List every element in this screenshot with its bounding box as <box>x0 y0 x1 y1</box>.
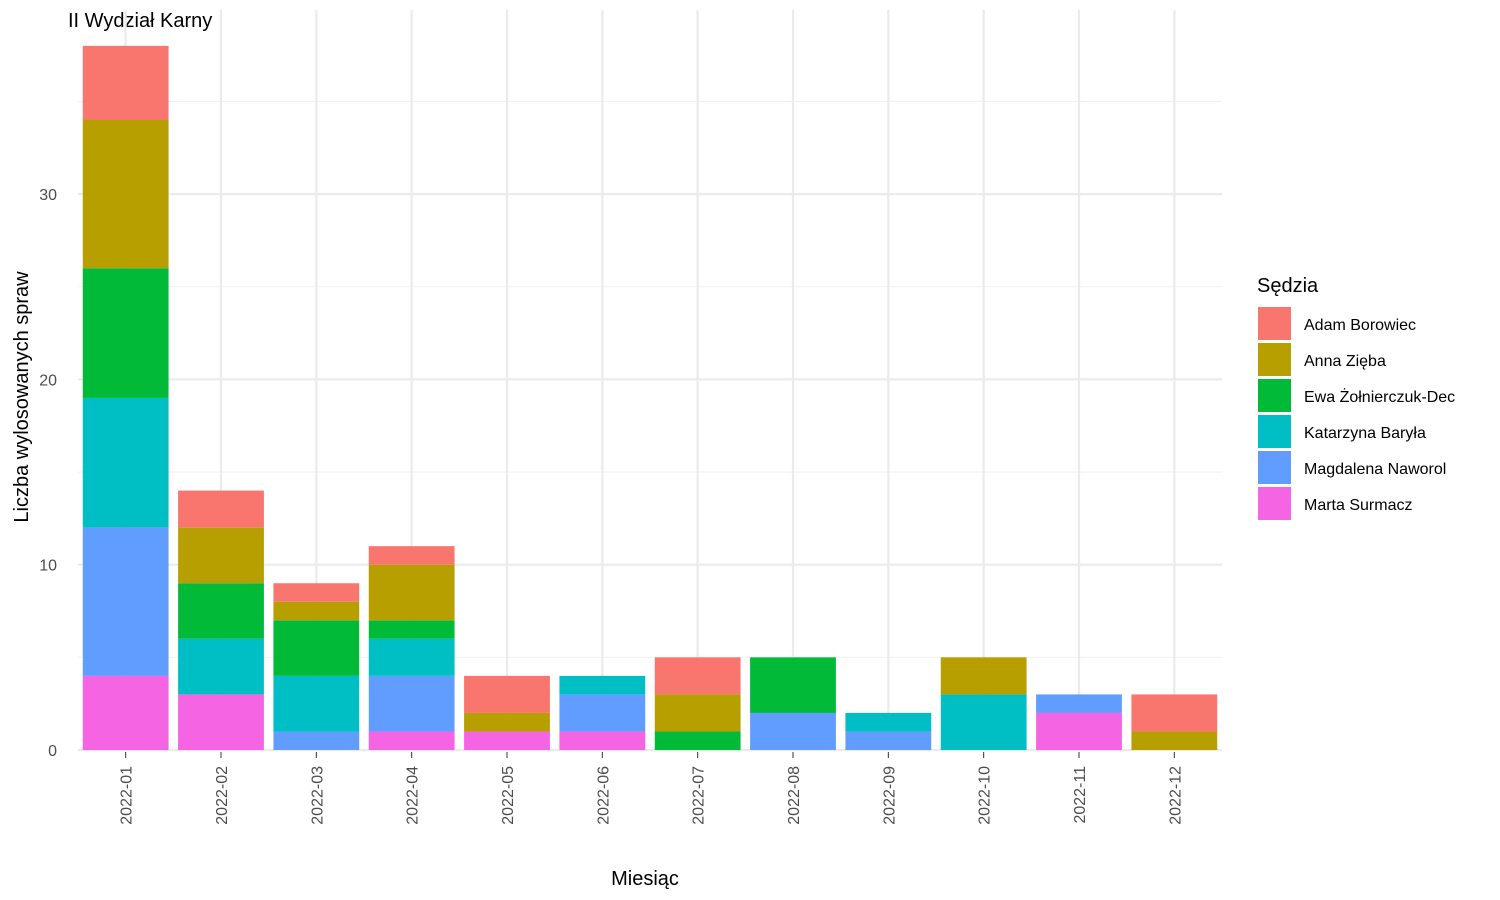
bar-segment <box>368 546 455 565</box>
bar-segment <box>1131 694 1218 732</box>
x-tick-label: 2022-07 <box>691 766 708 825</box>
legend-label: Marta Surmacz <box>1304 497 1412 514</box>
bar-segment <box>178 527 264 584</box>
bar-segment <box>178 638 264 695</box>
bar-segment <box>82 119 169 269</box>
bar-segment <box>368 564 455 621</box>
legend-label: Magdalena Naworol <box>1304 461 1446 478</box>
x-axis-title: Miesiąc <box>611 868 679 890</box>
x-tick-label: 2022-12 <box>1167 766 1184 825</box>
chart-title: II Wydział Karny <box>68 10 212 32</box>
bar-segment <box>178 490 264 528</box>
y-axis-ticks: 0 10 20 30 <box>39 187 57 760</box>
bar-segment <box>750 657 836 713</box>
bar-segment <box>559 731 646 750</box>
legend-label: Anna Zięba <box>1304 353 1386 370</box>
bar-segment <box>178 694 264 750</box>
x-tick-label: 2022-11 <box>1072 766 1089 824</box>
bar-segment <box>1036 712 1122 750</box>
x-tick-label: 2022-01 <box>119 766 136 825</box>
x-tick-label: 2022-06 <box>595 766 612 825</box>
bar-segment <box>1131 731 1218 750</box>
bar-segment <box>940 657 1027 695</box>
bar-segment <box>273 601 360 621</box>
bar-segment <box>845 712 932 732</box>
bar-segment <box>464 712 550 732</box>
bar-segment <box>273 583 360 602</box>
legend-title: Sędzia <box>1257 275 1319 297</box>
legend: Sędzia Adam Borowiec Anna Zięba Ewa Żołnie… <box>1257 275 1455 520</box>
x-axis-ticks: 2022-01 2022-02 2022-03 2022-04 2022-05 2022-… <box>119 752 1184 825</box>
legend-swatch <box>1258 415 1291 448</box>
x-tick-label: 2022-03 <box>309 766 326 825</box>
y-tick-label: 20 <box>39 372 57 389</box>
y-tick-label: 10 <box>39 558 57 575</box>
legend-label: Adam Borowiec <box>1304 317 1416 334</box>
bar-segment <box>273 675 360 732</box>
x-tick-label: 2022-09 <box>881 766 898 825</box>
x-tick-label: 2022-10 <box>977 766 994 825</box>
bar-segment <box>750 712 836 750</box>
bar-segment <box>82 675 169 750</box>
bar-segment <box>845 731 932 750</box>
bar-segment <box>82 527 169 676</box>
bar-segment <box>273 620 360 676</box>
bar-segment <box>654 657 741 695</box>
bar-segment <box>82 45 169 120</box>
grid <box>78 10 1222 752</box>
legend-label: Katarzyna Baryła <box>1304 425 1426 442</box>
legend-swatch <box>1258 307 1291 340</box>
y-axis-title: Liczba wylosowanych spraw <box>11 271 33 523</box>
bar-segment <box>368 638 455 676</box>
legend-swatch <box>1258 487 1291 520</box>
bar-segment <box>464 731 550 750</box>
bar-segment <box>559 694 646 732</box>
y-tick-label: 30 <box>39 187 57 204</box>
bar-segment <box>368 731 455 750</box>
bar-segment <box>464 675 550 713</box>
bars <box>82 45 1218 750</box>
bar-segment <box>82 268 169 398</box>
bar-segment <box>178 583 264 639</box>
legend-label: Ewa Żołnierczuk-Dec <box>1304 387 1455 406</box>
legend-swatch <box>1258 379 1291 412</box>
legend-swatch <box>1258 343 1291 376</box>
x-tick-label: 2022-02 <box>214 766 231 825</box>
bar-segment <box>654 731 741 750</box>
y-tick-label: 0 <box>48 743 57 760</box>
legend-swatch <box>1258 451 1291 484</box>
bar-segment <box>368 620 455 639</box>
bar-segment <box>654 694 741 732</box>
bar-segment <box>368 675 455 732</box>
bar-segment <box>1036 694 1122 713</box>
bar-segment <box>273 731 360 750</box>
bar-segment <box>82 397 169 528</box>
bar-segment <box>940 694 1027 750</box>
x-tick-label: 2022-08 <box>786 766 803 825</box>
x-tick-label: 2022-04 <box>405 766 422 825</box>
x-tick-label: 2022-05 <box>500 766 517 825</box>
bar-segment <box>559 675 646 695</box>
